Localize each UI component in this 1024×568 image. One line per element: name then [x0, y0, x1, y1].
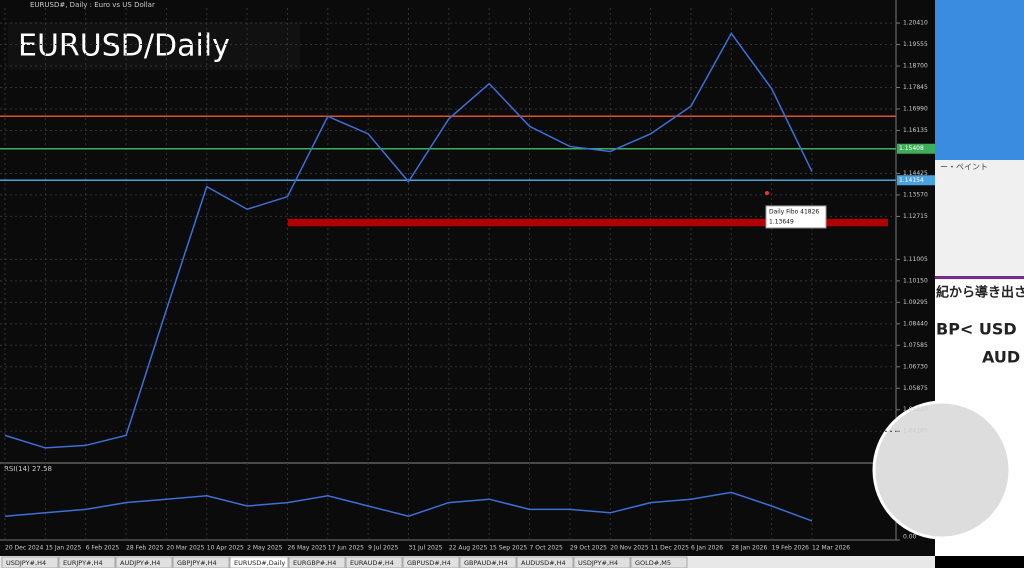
y-tick-label: 1.05020	[903, 406, 928, 413]
level-label: 1.14154	[899, 177, 924, 184]
y-tick-label: 1.16990	[903, 106, 928, 113]
tab-label[interactable]: GBPJPY#,H4	[177, 559, 217, 567]
y-tick-label: 1.14425	[903, 170, 928, 177]
tab-label[interactable]: EURJPY#,H4	[63, 559, 103, 567]
x-tick-label: 15 Sep 2025	[489, 545, 527, 552]
y-tick-label: 1.05875	[903, 385, 928, 392]
tab-label[interactable]: USDJPY#,H4	[6, 559, 46, 567]
tab-label[interactable]: EURGBP#,H4	[293, 559, 336, 567]
x-tick-label: 15 Jan 2025	[45, 545, 81, 552]
side-paint-label: ー・ペイント	[940, 163, 988, 172]
y-tick-label: 1.17845	[903, 84, 928, 91]
zone	[288, 218, 888, 227]
tooltip-value: 1.13649	[769, 218, 794, 225]
x-tick-label: 22 Aug 2025	[449, 545, 488, 552]
y-tick-label: 1.07585	[903, 342, 928, 349]
x-tick-label: 31 Jul 2025	[409, 545, 443, 552]
chart-window	[0, 0, 935, 556]
x-tick-label: 7 Oct 2025	[530, 545, 563, 552]
x-tick-label: 2 May 2025	[247, 545, 282, 552]
tab-label[interactable]: GOLD#,M5	[635, 559, 671, 567]
y-tick-label: 1.20410	[903, 20, 928, 27]
y-tick-label: 1.04165	[903, 428, 928, 435]
x-tick-label: 20 Mar 2025	[166, 545, 204, 552]
tab-label[interactable]: EURAUD#,H4	[350, 559, 394, 567]
y-tick-label: 1.18700	[903, 63, 928, 70]
price-line	[4, 31, 813, 449]
side-text: 紀から導き出され	[936, 285, 1024, 301]
tooltip-point	[765, 190, 769, 195]
x-tick-label: 28 Feb 2025	[126, 545, 164, 552]
tab-label[interactable]: AUDJPY#,H4	[120, 559, 160, 567]
y-tick-label: 1.12715	[903, 213, 928, 220]
tab[interactable]	[630, 556, 688, 568]
overlay-title: EURUSD/Daily	[18, 29, 230, 64]
level-label: 1.15408	[899, 145, 924, 152]
tooltip-box	[765, 205, 827, 229]
tab-label[interactable]: USDJPY#,H4	[578, 559, 618, 567]
tab[interactable]	[288, 556, 346, 568]
tab[interactable]	[516, 556, 574, 568]
tab-label[interactable]: AUDUSD#,H4	[521, 559, 566, 567]
x-tick-label: 29 Oct 2025	[570, 545, 607, 552]
tab[interactable]	[459, 556, 517, 568]
side-text: BP< USD	[936, 320, 1017, 339]
x-tick-label: 20 Nov 2025	[610, 545, 649, 552]
tab[interactable]	[172, 556, 230, 568]
tab[interactable]	[345, 556, 403, 568]
webcam	[872, 400, 1012, 540]
x-tick-label: 6 Feb 2025	[86, 545, 120, 552]
y-tick-label: 0.00	[903, 534, 917, 541]
tab[interactable]	[58, 556, 116, 568]
x-tick-label: 11 Dec 2025	[651, 545, 690, 552]
y-tick-label: 1.16135	[903, 127, 928, 134]
x-tick-label: 19 Feb 2026	[772, 545, 810, 552]
x-tick-label: 9 Jul 2025	[368, 545, 398, 552]
tab[interactable]	[1, 556, 59, 568]
y-tick-label: 1.09295	[903, 299, 928, 306]
y-tick-label: 1.19555	[903, 41, 928, 48]
x-tick-label: 28 Jan 2026	[731, 545, 767, 552]
x-tick-label: 17 Jun 2025	[328, 545, 364, 552]
tab[interactable]	[115, 556, 173, 568]
rsi-label: RSI(14) 27.58	[4, 465, 52, 473]
tooltip-title: Daily Fibo 41826	[769, 208, 819, 215]
window-header: EURUSD#, Daily : Euro vs US Dollar	[30, 1, 155, 9]
side-text: AUD	[982, 348, 1020, 367]
tab[interactable]	[229, 556, 289, 568]
tab-label[interactable]: GBPUSD#,H4	[407, 559, 451, 567]
title-box	[8, 22, 300, 70]
y-tick-label: 1.11005	[903, 256, 928, 263]
tab[interactable]	[402, 556, 460, 568]
level-tag	[897, 175, 935, 186]
x-tick-label: 6 Jan 2026	[691, 545, 723, 552]
x-tick-label: 20 Dec 2024	[5, 545, 44, 552]
price-line	[4, 491, 813, 522]
tab[interactable]	[573, 556, 631, 568]
side-rule	[935, 276, 1024, 279]
x-tick-label: 12 Mar 2026	[812, 545, 850, 552]
side-sky	[935, 0, 1024, 160]
y-tick-label: 1.06730	[903, 363, 928, 370]
y-tick-label: 1.08440	[903, 320, 928, 327]
tab-label[interactable]: GBPAUD#,H4	[464, 559, 508, 567]
tab-label[interactable]: EURUSD#,Daily	[234, 559, 285, 567]
side-paint	[935, 160, 1024, 280]
level-tag	[897, 143, 935, 154]
x-tick-label: 10 Apr 2025	[207, 545, 244, 552]
x-tick-label: 26 May 2025	[287, 545, 326, 552]
y-tick-label: 1.13570	[903, 191, 928, 198]
y-tick-label: 1.10150	[903, 277, 928, 284]
